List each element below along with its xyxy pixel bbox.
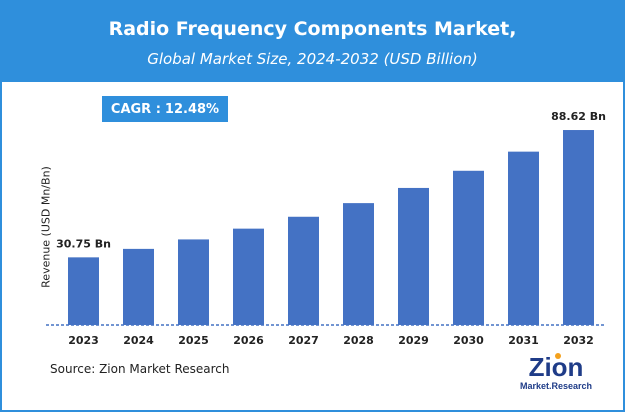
header-banner: Radio Frequency Components Market, Globa… bbox=[2, 2, 623, 82]
cagr-label: CAGR : bbox=[110, 101, 161, 117]
x-tick-label: 2025 bbox=[178, 334, 209, 347]
bar-2032 bbox=[563, 130, 594, 325]
x-tick-label: 2026 bbox=[233, 334, 264, 347]
cagr-value: 12.48% bbox=[164, 101, 220, 117]
x-tick-label: 2029 bbox=[398, 334, 429, 347]
chart-title: Radio Frequency Components Market, bbox=[108, 18, 517, 40]
bar-2028 bbox=[343, 203, 374, 325]
chart-subtitle: Global Market Size, 2024-2032 (USD Billi… bbox=[147, 50, 478, 68]
logo-dot-icon bbox=[555, 353, 561, 359]
source-note: Source: Zion Market Research bbox=[50, 362, 230, 376]
x-tick-label: 2028 bbox=[343, 334, 374, 347]
x-tick-label: 2024 bbox=[123, 334, 154, 347]
x-tick-label: 2032 bbox=[563, 334, 594, 347]
data-label: 88.62 Bn bbox=[551, 110, 606, 123]
bar-2023 bbox=[68, 257, 99, 325]
bar-2029 bbox=[398, 187, 429, 325]
x-tick-label: 2023 bbox=[68, 334, 99, 347]
x-tick-label: 2027 bbox=[288, 334, 319, 347]
data-label: 30.75 Bn bbox=[56, 237, 111, 250]
x-tick-label: 2031 bbox=[508, 334, 539, 347]
bar-2025 bbox=[178, 239, 209, 325]
logo-tagline: Market.Research bbox=[520, 381, 592, 391]
bar-2027 bbox=[288, 216, 319, 325]
bar-2031 bbox=[508, 151, 539, 325]
zion-logo: Zion Market.Research bbox=[520, 352, 592, 391]
cagr-badge: CAGR : 12.48% bbox=[102, 96, 228, 122]
x-tick-label: 2030 bbox=[453, 334, 484, 347]
bar-2030 bbox=[453, 170, 484, 325]
bar-2026 bbox=[233, 228, 264, 325]
bar-2024 bbox=[123, 248, 154, 325]
